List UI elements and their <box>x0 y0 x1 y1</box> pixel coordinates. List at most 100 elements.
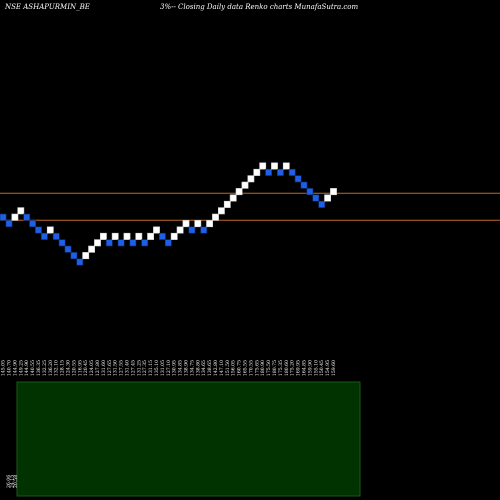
brick-value-label: 180.60 <box>284 360 290 376</box>
brick-value-label: 120.55 <box>71 360 77 376</box>
volume-panel <box>16 381 361 497</box>
brick-value-label: 154.95 <box>325 360 331 376</box>
brick-value-label: 124.05 <box>89 360 95 376</box>
brick-value-label: 175.35 <box>278 360 284 376</box>
renko-brick-down <box>29 220 36 228</box>
renko-brick-down <box>58 239 66 247</box>
renko-brick-up <box>111 232 119 240</box>
brick-value-label: 144.90 <box>24 360 30 376</box>
renko-brick-up <box>170 232 178 240</box>
brick-value-label: 131.25 <box>136 360 142 376</box>
renko-brick-down <box>117 239 125 247</box>
brick-value-label: 130.95 <box>172 360 178 376</box>
brick-value-label: 142.80 <box>213 360 219 376</box>
brick-value-label: 127.45 <box>130 360 136 376</box>
renko-brick-down <box>312 194 320 202</box>
renko-brick-down <box>5 220 13 228</box>
renko-brick-down <box>0 213 7 221</box>
renko-brick-up <box>82 252 90 260</box>
renko-brick-up <box>100 232 107 240</box>
brick-value-label: 136.35 <box>36 360 42 376</box>
brick-value-label: 180.90 <box>260 360 266 376</box>
renko-brick-down <box>188 226 196 234</box>
brick-value-label: 159.90 <box>307 360 313 376</box>
renko-brick-up <box>212 213 219 221</box>
brick-value-label: 127.65 <box>107 360 113 376</box>
chart-title: 3%-- Closing Daily data Renko charts Mun… <box>160 3 359 11</box>
renko-brick-up <box>223 200 231 208</box>
brick-value-label: 156.05 <box>231 360 237 376</box>
brick-value-label: 170.55 <box>248 360 254 376</box>
renko-brick-down <box>318 200 326 208</box>
renko-brick-up <box>259 162 267 170</box>
renko-brick-down <box>288 168 296 176</box>
renko-brick-up <box>271 162 278 170</box>
renko-brick-down <box>200 226 208 234</box>
brick-value-label: 135.10 <box>154 360 160 376</box>
volume-axis-label: 26.06 <box>6 475 12 488</box>
renko-brick-down <box>76 258 84 266</box>
brick-value-label: 134.85 <box>178 360 184 376</box>
brick-value-label: 127.10 <box>166 360 172 376</box>
renko-brick-up <box>46 226 54 234</box>
brick-value-label: 175.65 <box>254 360 260 376</box>
volume-axis-label: 24.15 <box>10 475 16 488</box>
brick-value-label: 136.20 <box>48 360 54 376</box>
renko-brick-up <box>88 245 95 253</box>
brick-value-label: 132.25 <box>42 360 48 376</box>
brick-value-label: 132.10 <box>54 360 60 376</box>
renko-brick-up <box>229 194 237 202</box>
brick-value-label: 124.30 <box>66 360 72 376</box>
renko-brick-up <box>182 220 190 228</box>
brick-value-label: 138.90 <box>184 360 190 376</box>
renko-brick-down <box>40 232 48 240</box>
renko-brick-up <box>94 239 101 247</box>
renko-brick-up <box>17 207 25 215</box>
brick-value-label: 127.35 <box>142 360 148 376</box>
brick-value-label: 159.60 <box>331 360 337 376</box>
brick-value-label: 128.15 <box>60 360 66 376</box>
brick-value-label: 169.95 <box>296 360 302 376</box>
renko-brick-down <box>306 188 314 196</box>
renko-brick-down <box>52 232 60 240</box>
brick-value-label: 164.85 <box>302 360 308 376</box>
renko-brick-down <box>35 226 42 234</box>
renko-brick-down <box>105 239 113 247</box>
brick-value-label: 160.75 <box>237 360 243 376</box>
renko-brick-up <box>241 181 249 189</box>
brick-value-label: 116.95 <box>77 360 83 376</box>
brick-value-label: 149.25 <box>18 360 24 376</box>
brick-value-label: 131.50 <box>113 360 119 376</box>
brick-value-label: 144.90 <box>12 360 18 376</box>
brick-value-label: 155.10 <box>313 360 319 376</box>
symbol-label: NSE ASHAPURMIN_BE <box>5 3 90 11</box>
renko-brick-down <box>159 232 166 240</box>
renko-brick-up <box>135 232 143 240</box>
volume-axis-label: 20.58 <box>13 475 19 488</box>
renko-brick-up <box>247 175 255 183</box>
renko-brick-down <box>300 181 308 189</box>
renko-brick-up <box>147 232 154 240</box>
brick-value-label: 134.65 <box>201 360 207 376</box>
brick-value-label: 147.10 <box>219 360 225 376</box>
brick-value-label: 140.55 <box>30 360 36 376</box>
renko-brick-up <box>218 207 225 215</box>
renko-brick-down <box>265 168 272 176</box>
brick-value-label: 127.55 <box>119 360 125 376</box>
renko-brick-up <box>235 188 243 196</box>
brick-value-label: 165.55 <box>243 360 249 376</box>
brick-value-label: 134.75 <box>189 360 195 376</box>
brick-value-label: 150.45 <box>319 360 325 376</box>
renko-brick-down <box>70 252 78 260</box>
brick-value-label: 138.65 <box>207 360 213 376</box>
brick-value-label: 180.75 <box>272 360 278 376</box>
brick-value-label: 175.50 <box>266 360 272 376</box>
renko-brick-up <box>176 226 184 234</box>
brick-value-label: 131.60 <box>101 360 107 376</box>
renko-brick-up <box>194 220 202 228</box>
renko-brick-up <box>324 194 331 202</box>
renko-brick-up <box>330 188 337 196</box>
renko-brick-down <box>164 239 172 247</box>
